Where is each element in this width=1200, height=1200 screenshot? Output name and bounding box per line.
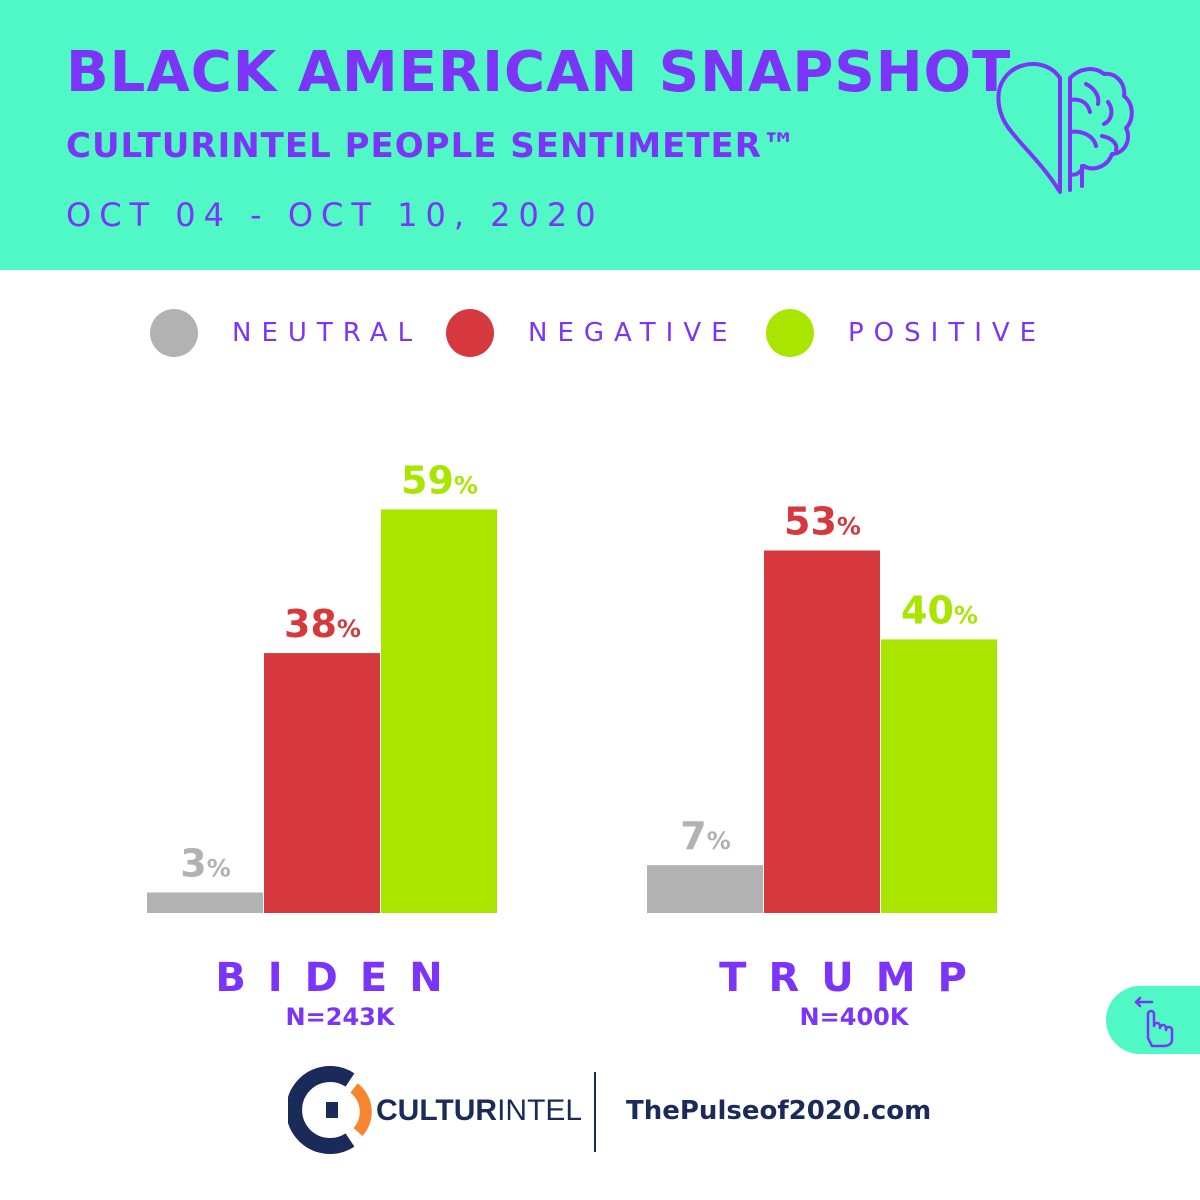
legend-swatch-positive bbox=[766, 309, 814, 357]
page-title: BLACK AMERICAN SNAPSHOT bbox=[66, 40, 1012, 105]
data-label-biden-neutral: 3% bbox=[180, 841, 231, 885]
legend-label: NEUTRAL bbox=[232, 318, 423, 348]
page-subtitle: CULTURINTEL PEOPLE SENTIMETER™ bbox=[66, 126, 797, 166]
swipe-hand-icon bbox=[1134, 996, 1174, 1048]
heart-brain-icon bbox=[996, 61, 1134, 194]
legend-label: POSITIVE bbox=[848, 318, 1047, 348]
legend-swatch-negative bbox=[446, 309, 494, 357]
sentiment-bar-chart: 3% 38% 59% 7% 53% 40% bbox=[147, 458, 997, 913]
swipe-button[interactable] bbox=[1106, 986, 1200, 1054]
brand-wordmark: CULTURINTEL bbox=[376, 1094, 582, 1128]
legend-swatch-neutral bbox=[150, 309, 198, 357]
sample-size: N=400K bbox=[799, 1003, 909, 1031]
legend-label: NEGATIVE bbox=[528, 318, 738, 348]
data-label-trump-neutral: 7% bbox=[680, 814, 731, 858]
bar-biden-positive bbox=[381, 509, 497, 913]
culturintel-logo-icon bbox=[288, 1066, 372, 1154]
brand-wordmark-light: INTEL bbox=[497, 1094, 583, 1127]
chart-legend: NEUTRAL NEGATIVE POSITIVE bbox=[150, 306, 1110, 360]
bar-trump-negative bbox=[764, 550, 880, 913]
data-label-trump-negative: 53% bbox=[784, 499, 861, 543]
category-label: TRUMP bbox=[719, 955, 989, 1001]
bar-biden-negative bbox=[264, 653, 380, 913]
category-label: BIDEN bbox=[215, 955, 465, 1001]
bar-biden-neutral bbox=[147, 892, 263, 913]
bar-trump-neutral bbox=[647, 865, 763, 913]
date-range: OCT 04 - OCT 10, 2020 bbox=[66, 196, 604, 234]
data-label-biden-negative: 38% bbox=[284, 602, 361, 646]
sample-size: N=243K bbox=[285, 1003, 395, 1031]
brand-wordmark-bold: CULTUR bbox=[376, 1094, 498, 1127]
footer-divider bbox=[594, 1072, 596, 1152]
bar-trump-positive bbox=[881, 639, 997, 913]
data-label-trump-positive: 40% bbox=[901, 588, 978, 632]
data-label-biden-positive: 59% bbox=[401, 458, 478, 502]
category-biden: BIDEN N=243K bbox=[170, 955, 510, 1031]
website-link[interactable]: ThePulseof2020.com bbox=[626, 1096, 932, 1126]
header-banner: BLACK AMERICAN SNAPSHOT CULTURINTEL PEOP… bbox=[0, 0, 1200, 270]
category-trump: TRUMP N=400K bbox=[684, 955, 1024, 1031]
